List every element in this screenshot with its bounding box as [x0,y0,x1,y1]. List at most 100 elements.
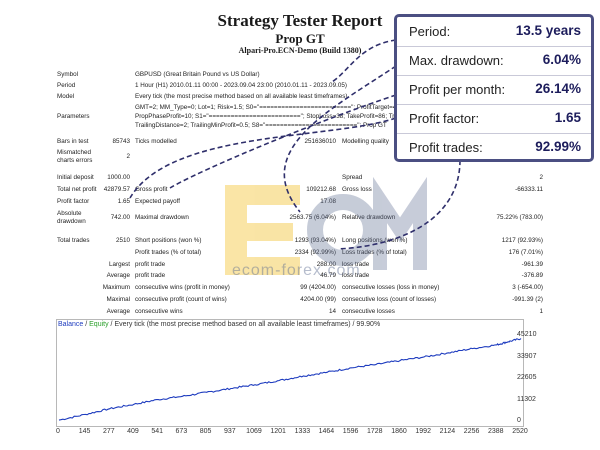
largest-profit-value: 288.00 [316,261,336,268]
bars-label: Bars in test [57,138,89,145]
summary-label: Max. drawdown: [409,53,504,68]
x-tick-label: 2124 [439,428,456,435]
ticks-value: 251636010 [304,138,336,145]
balance-chart-frame [56,319,524,427]
average-profit-value: 46.79 [320,272,336,279]
initial-deposit-label: Initial deposit [57,174,94,181]
y-tick-label: 33907 [517,352,537,360]
short-positions-value: 1293 (93.04%) [294,237,336,244]
x-tick-label: 2520 [512,428,528,435]
x-tick-label: 2388 [488,428,504,435]
y-tick-label: 22605 [517,374,537,381]
parameters-label: Parameters [57,113,90,120]
maximal-drawdown-value: 2563.75 (6.04%) [289,214,336,221]
summary-value: 92.99% [535,139,581,154]
summary-value: 13.5 years [515,23,581,38]
balance-chart [58,338,522,421]
absolute-drawdown-label-1: Absolute [57,210,82,217]
maximum-label: Maximum [102,284,130,291]
summary-value: 26.14% [535,81,581,96]
gross-loss-value: -66333.11 [515,186,543,193]
cons-wins-money-value: 99 (4204.00) [300,284,336,291]
parameters-line-3: TrailingDistance=2; TrailingMinProfit=0.… [135,122,387,129]
x-tick-label: 1333 [294,428,311,435]
average-loss-value: -376.89 [521,272,543,279]
cons-loss-count-label: consecutive loss (count of losses) [342,296,437,303]
x-tick-label: 673 [175,428,188,435]
quality-label: Modelling quality [342,138,389,145]
largest-loss-trade-label: loss trade [342,261,370,268]
gross-loss-label: Gross loss [342,186,372,193]
x-tick-label: 541 [151,428,164,435]
watermark-o-shape [307,194,379,266]
spread-label: Spread [342,174,363,181]
profit-trades-value: 2334 (92.99%) [294,249,336,256]
spread-value: 2 [539,174,543,181]
maximal-drawdown-label: Maximal drawdown [135,214,189,221]
parameters-line-1: GMT=2; MM_Type=0; Lot=1; Risk=1.5; S0="=… [135,104,539,111]
model-value: Every tick (the most precise method base… [135,93,348,100]
cons-wins-money-label: consecutive wins (profit in money) [135,284,230,291]
x-tick-label: 1069 [246,428,262,435]
avg-cons-losses-value: 1 [539,308,543,315]
expected-payoff-label: Expected payoff [135,198,181,205]
summary-label: Profit factor: [409,111,480,126]
x-tick-label: 1860 [391,428,407,435]
cons-losses-money-value: 3 (-654.00) [512,284,543,291]
x-tick-label: 145 [78,428,91,435]
period-label: Period [57,82,76,89]
avg-cons-losses-label: consecutive losses [342,308,395,315]
y-tick-label: 0 [517,417,521,424]
summary-value: 1.65 [554,110,581,125]
long-positions-label: Long positions (won %) [342,237,408,244]
x-tick-label: 1992 [415,428,431,435]
watermark-url: ecom-forex.com [232,262,361,279]
x-tick-label: 2256 [463,428,480,435]
cons-loss-count-value: -991.39 (2) [512,296,543,303]
absolute-drawdown-value: 742.00 [110,214,130,221]
gross-profit-value: 109212.68 [306,186,336,193]
average-profit-trade-label: profit trade [135,272,166,279]
summary-label: Period: [409,24,451,39]
arrow-profit-trades [337,159,461,250]
avg-cons-wins-label: consecutive wins [135,308,183,315]
long-positions-value: 1217 (92.93%) [501,237,543,244]
cons-losses-money-label: consecutive losses (loss in money) [342,284,440,291]
total-trades-value: 2510 [115,237,130,244]
cons-profit-count-value: 4204.00 (99) [300,296,336,303]
y-tick-label: 11302 [517,395,536,403]
total-net-profit-value: 42879.57 [103,186,130,193]
expected-payoff-value: 17.08 [320,198,336,205]
summary-row-drawdown: Max. drawdown: 6.04% [397,46,591,76]
x-tick-label: 937 [223,428,236,435]
summary-overlay: Period: 13.5 years Max. drawdown: 6.04% … [394,14,594,162]
summary-row-profit-month: Profit per month: 26.14% [397,75,591,105]
chart-header-balance: Balance [58,321,84,328]
loss-trades-value: 176 (7.01%) [508,249,543,256]
summary-row-profit-factor: Profit factor: 1.65 [397,104,591,134]
x-tick-label: 1464 [318,428,335,435]
summary-row-profit-trades: Profit trades: 92.99% [397,133,591,162]
short-positions-label: Short positions (won %) [135,237,202,244]
absolute-drawdown-label-2: drawdown [57,218,86,225]
y-tick-label: 45210 [517,331,537,338]
arrow-period [331,39,397,83]
ticks-label: Ticks modelled [135,138,177,145]
maximal-label: Maximal [106,296,130,303]
mismatch-label-1: Mismatched [57,149,91,156]
largest-loss-value: -961.39 [521,261,543,268]
total-net-profit-label: Total net profit [57,186,97,193]
average-cons-label: Average [106,308,130,315]
watermark-m-shape [373,176,427,270]
relative-drawdown-label: Relative drawdown [342,214,396,221]
largest-label: Largest [108,261,130,268]
gross-profit-label: Gross profit [135,186,168,193]
model-label: Model [57,93,75,100]
arrow-profit-factor [129,117,397,199]
summary-label: Profit trades: [409,140,483,155]
cons-profit-count-label: consecutive profit (count of wins) [135,296,227,303]
watermark-e-shape [225,185,300,275]
x-tick-label: 805 [199,428,212,435]
summary-value: 6.04% [542,52,581,67]
watermark-logo [225,176,427,275]
